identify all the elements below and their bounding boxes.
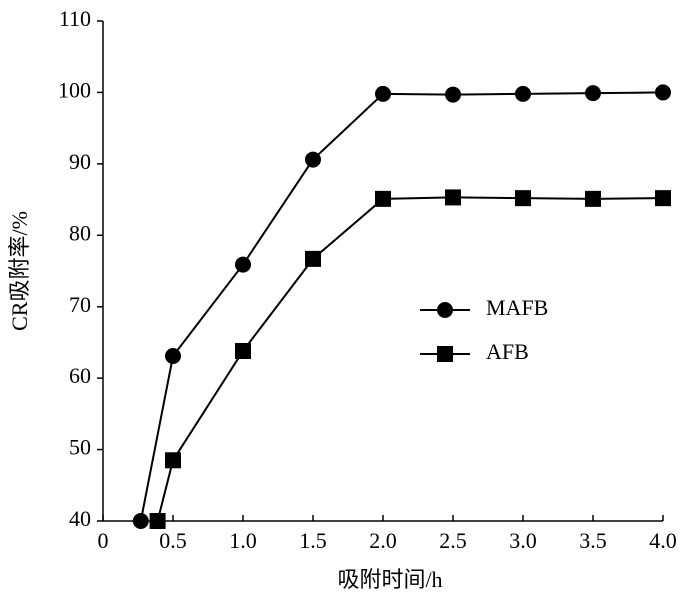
marker	[235, 256, 251, 273]
marker	[305, 151, 321, 168]
marker	[585, 85, 601, 102]
x-tick-label: 4.0	[649, 528, 677, 553]
y-tick-label: 60	[69, 363, 91, 388]
x-tick-label: 0.5	[159, 528, 187, 553]
x-tick-label: 1.5	[299, 528, 327, 553]
x-axis-label: 吸附时间/h	[337, 567, 442, 592]
y-tick-label: 70	[69, 292, 91, 317]
x-tick-label: 1.0	[229, 528, 257, 553]
y-tick-label: 100	[58, 77, 91, 102]
marker	[375, 190, 391, 207]
x-tick-label: 3.0	[509, 528, 537, 553]
y-tick-label: 40	[69, 506, 91, 531]
y-tick-label: 80	[69, 220, 91, 245]
marker	[165, 348, 181, 364]
legend-label: MAFB	[486, 295, 548, 320]
marker	[655, 190, 671, 207]
x-tick-label: 2.0	[369, 528, 397, 553]
x-tick-label: 0	[98, 528, 109, 553]
y-tick-label: 90	[69, 149, 91, 174]
marker	[375, 85, 391, 102]
legend-label: AFB	[486, 339, 529, 364]
marker	[585, 190, 601, 207]
legend-marker	[437, 302, 453, 318]
marker	[445, 189, 461, 206]
marker	[655, 84, 671, 101]
marker	[305, 250, 321, 267]
marker	[515, 190, 531, 207]
y-tick-label: 110	[59, 6, 91, 31]
marker	[149, 513, 166, 529]
legend-marker	[437, 346, 453, 362]
marker	[445, 86, 461, 103]
marker	[165, 452, 181, 469]
x-tick-label: 3.5	[579, 528, 607, 553]
x-tick-label: 2.5	[439, 528, 467, 553]
series-line	[139, 91, 664, 522]
marker	[132, 513, 149, 529]
marker	[235, 343, 251, 359]
y-tick-label: 50	[69, 435, 91, 460]
marker	[515, 85, 531, 102]
series-line	[156, 196, 664, 522]
y-axis-label: CR吸附率/%	[7, 211, 32, 331]
